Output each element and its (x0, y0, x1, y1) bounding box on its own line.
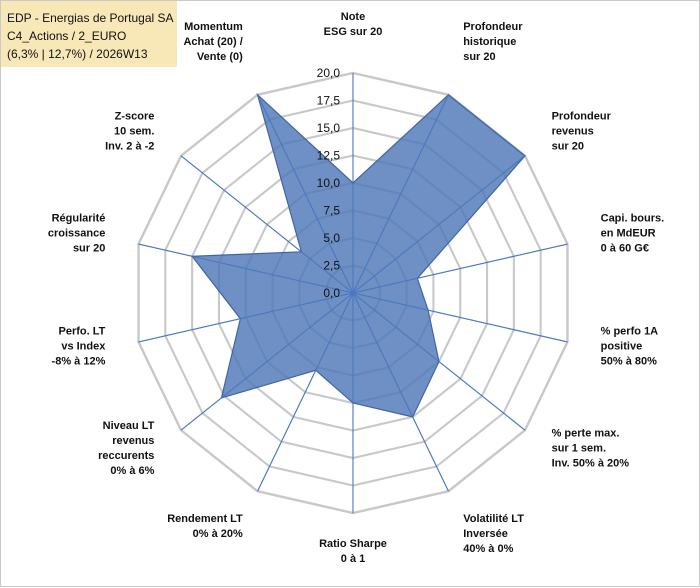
axis-label-10-line-2: -8% à 12% (52, 356, 106, 368)
axis-label-8-line-1: 0% à 20% (193, 528, 243, 540)
axis-label-0-line-1: ESG sur 20 (324, 26, 383, 38)
axis-label-10-line-1: vs Index (61, 341, 106, 353)
axis-label-3: Capi. bours. en MdEUR 0 à 60 G€ (601, 212, 665, 254)
axis-label-6-line-0: Volatilité LT (463, 513, 524, 525)
info-category: C4_Actions / 2_EURO (7, 27, 177, 45)
axis-label-10: Perfo. LT vs Index -8% à 12% (52, 326, 107, 368)
tick-label-8: 20,0 (317, 66, 341, 80)
axis-label-5-line-2: Inv. 50% à 20% (552, 457, 630, 469)
axis-label-7-line-0: Ratio Sharpe (319, 538, 387, 550)
axis-label-12: Z-score 10 sem. Inv. 2 à -2 (105, 111, 154, 153)
tick-label-4: 10,0 (317, 176, 341, 190)
axis-label-12-line-1: 10 sem. (114, 126, 154, 138)
axis-label-4-line-1: positive (601, 341, 643, 353)
axis-label-2: Profondeur revenus sur 20 (552, 111, 612, 153)
axis-label-11: Régularité croissance sur 20 (48, 212, 105, 254)
tick-label-3: 7,5 (323, 204, 340, 218)
axis-label-12-line-0: Z-score (115, 111, 155, 123)
series-area (192, 95, 525, 417)
axis-label-6-line-2: 40% à 0% (463, 543, 513, 555)
axis-label-5-line-1: sur 1 sem. (552, 442, 606, 454)
axis-label-2-line-0: Profondeur (552, 111, 612, 123)
axis-label-4: % perfo 1A positive 50% à 80% (601, 326, 659, 368)
axis-label-1-line-2: sur 20 (463, 51, 495, 63)
axis-label-9: Niveau LT revenus reccurents 0% à 6% (98, 420, 155, 477)
axis-label-0: Note ESG sur 20 (324, 11, 383, 38)
tick-label-6: 15,0 (317, 121, 341, 135)
axis-label-12-line-2: Inv. 2 à -2 (105, 141, 154, 153)
tick-label-0: 0,0 (323, 286, 340, 300)
axis-label-4-line-2: 50% à 80% (601, 356, 657, 368)
info-box: EDP - Energias de Portugal SA C4_Actions… (1, 1, 177, 67)
axis-label-5: % perte max. sur 1 sem. Inv. 50% à 20% (552, 427, 630, 469)
axis-label-13-line-1: Achat (20) / (183, 36, 242, 48)
axis-label-13-line-0: Momentum (184, 21, 243, 33)
axis-label-3-line-1: en MdEUR (601, 227, 656, 239)
tick-label-2: 5,0 (323, 231, 340, 245)
axis-label-4-line-0: % perfo 1A (601, 326, 659, 338)
axis-label-1-line-1: historique (463, 36, 516, 48)
axis-label-2-line-2: sur 20 (552, 141, 584, 153)
axis-label-9-line-2: reccurents (98, 450, 154, 462)
axis-label-11-line-1: croissance (48, 227, 105, 239)
axis-label-6-line-1: Inversée (463, 528, 508, 540)
axis-label-1-line-0: Profondeur (463, 21, 523, 33)
axis-label-9-line-1: revenus (112, 435, 154, 447)
info-company: EDP - Energias de Portugal SA (7, 9, 177, 27)
axis-label-7-line-1: 0 à 1 (341, 553, 365, 565)
axis-label-6: Volatilité LT Inversée 40% à 0% (463, 513, 524, 555)
axis-label-11-line-2: sur 20 (73, 242, 105, 254)
axis-label-13-line-2: Vente (0) (197, 51, 243, 63)
axis-label-9-line-3: 0% à 6% (110, 465, 154, 477)
axis-label-8: Rendement LT 0% à 20% (167, 513, 243, 540)
axis-label-13: Momentum Achat (20) / Vente (0) (183, 21, 243, 63)
axis-label-3-line-0: Capi. bours. (601, 212, 665, 224)
axis-label-2-line-1: revenus (552, 126, 594, 138)
tick-label-5: 12,5 (317, 149, 341, 163)
info-performance: (6,3% | 12,7%) / 2026W13 (7, 45, 177, 63)
axis-label-3-line-2: 0 à 60 G€ (601, 242, 649, 254)
axis-label-5-line-0: % perte max. (552, 427, 620, 439)
axis-label-1: Profondeur historique sur 20 (463, 21, 523, 63)
axis-label-0-line-0: Note (341, 11, 365, 23)
axis-label-11-line-0: Régularité (52, 212, 106, 224)
tick-label-7: 17,5 (317, 94, 341, 108)
axis-label-7: Ratio Sharpe 0 à 1 (319, 538, 387, 565)
axis-label-10-line-0: Perfo. LT (59, 326, 106, 338)
tick-label-1: 2,5 (323, 259, 340, 273)
axis-label-8-line-0: Rendement LT (167, 513, 243, 525)
axis-label-9-line-0: Niveau LT (103, 420, 155, 432)
